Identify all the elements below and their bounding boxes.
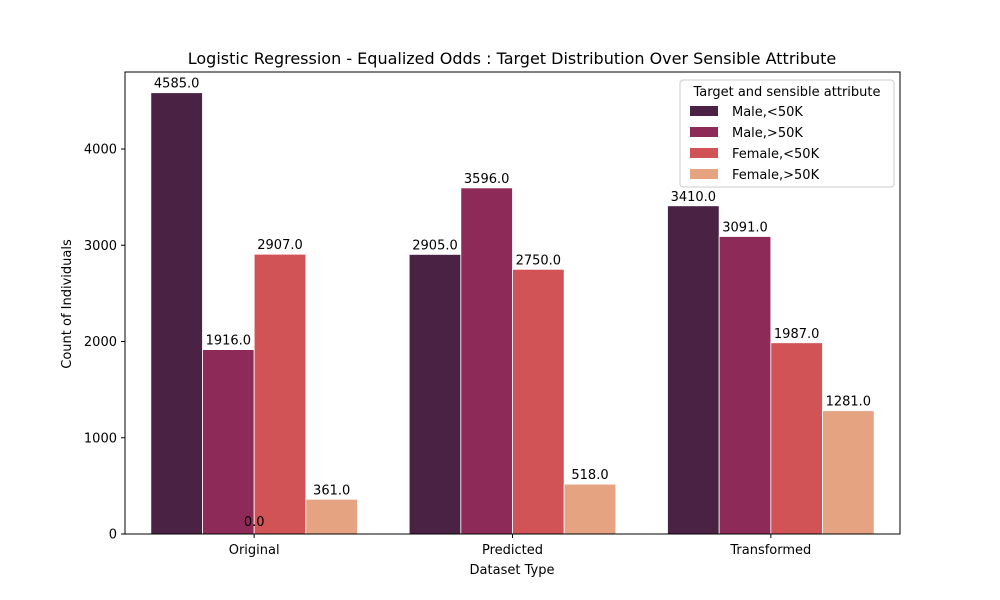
- data-label-male-50k-predicted: 2905.0: [412, 238, 458, 253]
- legend-swatch-male-50k: [690, 127, 718, 137]
- x-tick-label-predicted: Predicted: [482, 543, 543, 558]
- bar-male-50k-predicted: [408, 253, 462, 535]
- y-tick-label: 2000: [84, 335, 117, 350]
- annotation-zero-label: 0.0: [244, 515, 265, 530]
- legend-item-male-50k: Male,<50K: [732, 105, 803, 120]
- y-axis-label: Count of Individuals: [60, 239, 75, 369]
- data-label-male-50k-original: 4585.0: [154, 77, 200, 92]
- x-tick-label-transformed: Transformed: [729, 543, 811, 558]
- data-label-female-50k-predicted: 518.0: [571, 468, 608, 483]
- data-label-female-50k-original: 2907.0: [257, 238, 303, 253]
- data-label-female-50k-predicted: 2750.0: [516, 253, 562, 268]
- bar-female-50k-predicted: [512, 268, 565, 535]
- data-label-male-50k-transformed: 3410.0: [671, 190, 717, 205]
- bar-female-50k-predicted: [563, 483, 617, 535]
- data-label-male-50k-transformed: 3091.0: [722, 220, 768, 235]
- chart-title: Logistic Regression - Equalized Odds : T…: [188, 49, 837, 68]
- bar-male-50k-original: [202, 349, 255, 535]
- data-labels-layer: 4585.0 2905.0 3410.0 1916.0 3596.0 3091.0 2907…: [154, 77, 871, 530]
- legend-swatch-female-50k: [690, 148, 718, 158]
- bar-male-50k-original: [150, 92, 203, 535]
- legend-items: Male,<50K Male,>50K Female,<50K Female,>50K: [690, 105, 820, 183]
- legend-item-male-50k: Male,>50K: [732, 126, 803, 141]
- data-label-male-50k-original: 1916.0: [206, 334, 252, 349]
- legend-frame: [679, 79, 895, 188]
- data-label-female-50k-transformed: 1281.0: [826, 395, 872, 410]
- y-tick-label: 0: [109, 528, 117, 543]
- bars-layer: [150, 92, 875, 535]
- bar-female-50k-transformed: [770, 342, 823, 535]
- axes-layer: 0 1000 2000 3000 4000 Original Predicted Transf…: [84, 71, 901, 558]
- legend-title: Target and sensible attribute: [692, 85, 880, 100]
- y-tick-label: 1000: [84, 431, 117, 446]
- legend-item-female-50k: Female,>50K: [732, 168, 820, 183]
- data-label-male-50k-predicted: 3596.0: [464, 172, 510, 187]
- legend-item-female-50k: Female,<50K: [732, 147, 820, 162]
- bar-male-50k-predicted: [460, 187, 513, 535]
- data-label-female-50k-original: 361.0: [313, 483, 350, 498]
- x-axis-label: Dataset Type: [470, 563, 555, 578]
- bar-male-50k-transformed: [667, 205, 720, 535]
- y-tick-label: 4000: [84, 143, 117, 158]
- y-tick-label: 3000: [84, 239, 117, 254]
- legend-swatch-male-50k: [690, 106, 718, 116]
- bar-female-50k-original: [305, 498, 358, 535]
- bar-male-50k-transformed: [718, 236, 772, 535]
- legend-swatch-female-50k: [690, 169, 718, 179]
- x-tick-label-original: Original: [229, 543, 280, 558]
- bar-female-50k-original: [253, 253, 307, 535]
- bar-female-50k-transformed: [822, 410, 875, 535]
- data-label-female-50k-transformed: 1987.0: [774, 327, 820, 342]
- legend: Target and sensible attribute Male,<50KM…: [679, 79, 895, 188]
